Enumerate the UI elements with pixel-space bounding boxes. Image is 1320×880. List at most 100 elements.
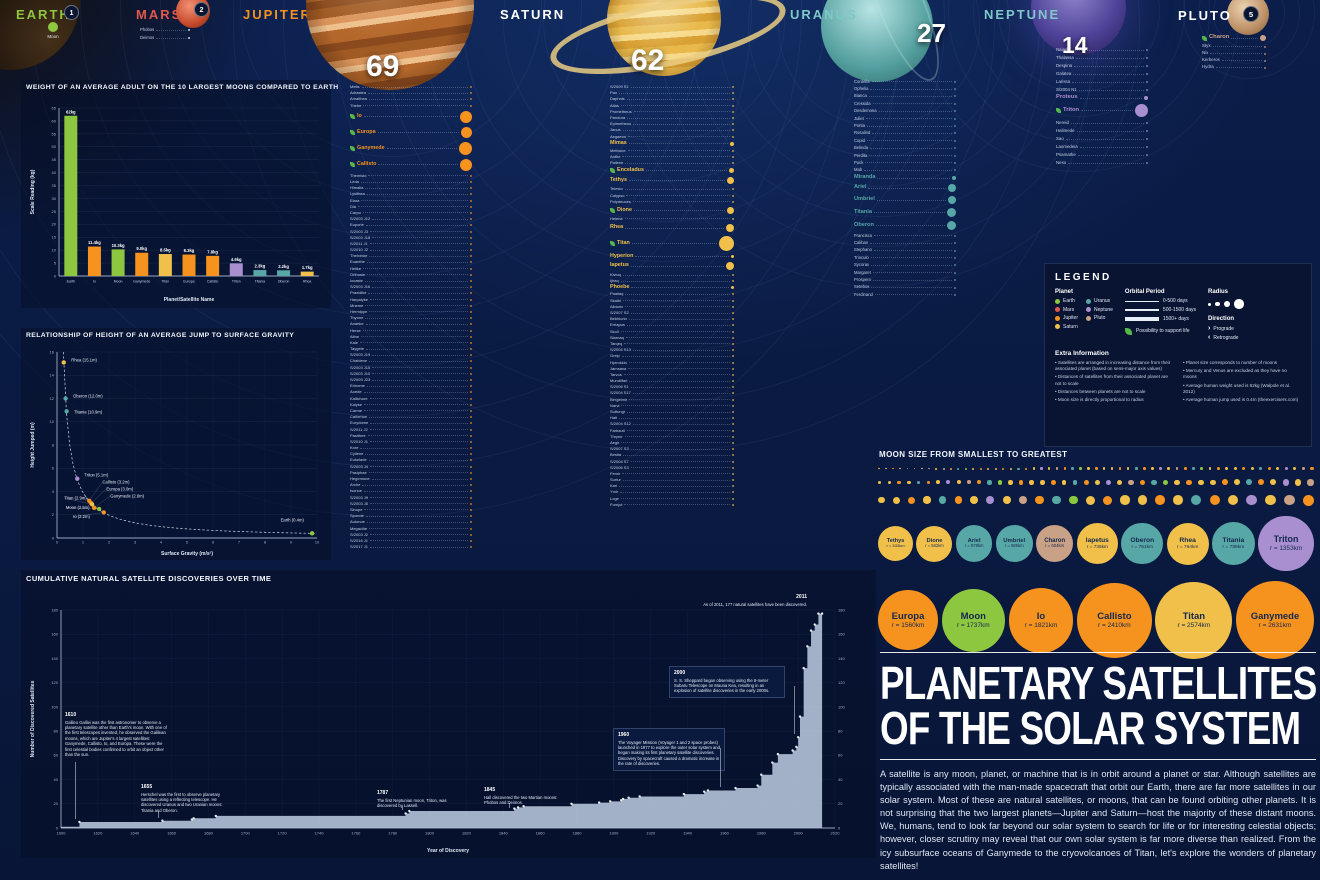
moon-row: Fornjot: [610, 502, 734, 508]
size-dot: [1079, 467, 1082, 470]
size-dot: [957, 467, 960, 470]
annotation-year: 1960: [618, 732, 630, 738]
size-dot: [1276, 467, 1280, 471]
moon-row: Himalia: [350, 185, 472, 191]
moon-name: S/2003 J23: [350, 377, 371, 383]
moon-name: Aitne: [350, 333, 360, 339]
moon-name: Surtur: [610, 477, 621, 483]
moon-row: S/2016 J1: [350, 538, 472, 544]
orbital-period-item: 0-500 days: [1124, 298, 1196, 304]
moon-size-circle-ganymede: Ganymede r = 2631km: [1236, 581, 1314, 660]
moon-name: Nix: [1202, 50, 1209, 56]
svg-text:1720: 1720: [278, 831, 288, 836]
moon-row: Methone: [610, 148, 734, 154]
moon-dot: [470, 236, 472, 239]
moon-dot: [954, 154, 956, 157]
svg-text:9.0kg: 9.0kg: [136, 246, 147, 251]
moon-name: Despina: [1056, 62, 1073, 68]
moon-dot: [732, 491, 734, 494]
annotation-line: [794, 686, 796, 735]
direction-label: Prograde: [1213, 325, 1234, 332]
legend-planet-item: Saturn: [1055, 324, 1078, 330]
moon-row: Titan: [610, 234, 734, 253]
size-dot: [1175, 467, 1179, 470]
moon-name: Mneme: [350, 302, 364, 308]
moon-row: Rhea: [610, 222, 734, 234]
size-dot: [1083, 479, 1089, 485]
annotation-year: 1845: [484, 787, 496, 793]
size-dot: [906, 467, 909, 470]
size-dot: [954, 496, 963, 504]
moon-name: Caliban: [854, 240, 869, 246]
life-leaf-icon: [350, 162, 355, 168]
svg-text:Earth: Earth: [67, 280, 75, 284]
moon-dot: [954, 147, 956, 150]
moon-row: Skoll: [610, 329, 734, 335]
moon-row: Tarvos: [610, 372, 734, 378]
moon-name: Hati: [610, 415, 618, 421]
moon-dot: [954, 102, 956, 105]
moon-name: Telesto: [610, 186, 623, 192]
orbital-period-line-icon: [1124, 317, 1159, 321]
moon-name: Aegir: [610, 439, 620, 445]
moon-row: Eukelade: [350, 457, 472, 463]
moon-dot: [1146, 89, 1148, 91]
moon-name: Methone: [610, 147, 626, 153]
life-leaf-icon: [1202, 35, 1207, 41]
moon-dot: [470, 453, 472, 456]
moon-row: Belinda: [854, 145, 956, 152]
moon-row: Orthosie: [350, 272, 472, 278]
life-leaf-icon: [610, 207, 615, 213]
moon-name: Pasiphae: [350, 469, 367, 475]
moon-row: Iapetus: [610, 260, 734, 272]
moon-dot: [470, 385, 472, 388]
moon-dot: [954, 161, 956, 164]
moon-name: Metis: [350, 84, 360, 90]
size-dot: [1017, 467, 1020, 470]
moon-size-name: Titania: [1222, 537, 1245, 545]
moon-dot: [732, 342, 734, 345]
svg-text:60: 60: [838, 753, 843, 758]
moon-row: Helike: [350, 266, 472, 272]
moon-name: Chaldene: [350, 358, 368, 364]
svg-text:25: 25: [52, 209, 57, 214]
moon-row: Ymir: [610, 489, 734, 495]
moon-name: Europa: [357, 128, 376, 135]
moon-dot: [1264, 45, 1266, 48]
moon-row: Iocaste: [350, 278, 472, 284]
moon-row: Portia: [854, 122, 956, 129]
moon-name: Jarnsaxa: [610, 365, 627, 371]
orbital-period-line-icon: [1124, 300, 1159, 302]
jupiter-swatch-icon: [1055, 315, 1060, 321]
svg-text:0: 0: [838, 825, 841, 830]
moon-row: Narvi: [610, 403, 734, 409]
svg-text:Number of Discovered Satellite: Number of Discovered Satellites: [30, 680, 36, 757]
annotation-year: 2000: [674, 670, 686, 676]
moon-name: Larissa: [1056, 78, 1071, 84]
annotation-1960: 1960 The Voyager Mission (Voyager 1 and 2…: [613, 728, 725, 771]
moon-dot: [732, 417, 734, 420]
moon-dot: [1264, 59, 1266, 62]
moon-row: Galatea: [1056, 70, 1148, 78]
moon-name: Prometheus: [610, 108, 632, 114]
moon-row: Psamathe: [1056, 151, 1148, 159]
moon-size-radius: r = 764km: [1176, 544, 1199, 550]
moon-name: Eukelade: [350, 457, 367, 463]
moon-dot: [470, 261, 472, 264]
moon-row: S/2010 J1: [350, 439, 472, 445]
svg-text:1760: 1760: [351, 831, 361, 836]
size-dot: [1120, 495, 1130, 505]
size-dot: [1233, 467, 1237, 471]
svg-text:8: 8: [52, 442, 55, 447]
svg-text:1820: 1820: [462, 831, 472, 836]
moon-row: Halimede: [1056, 127, 1148, 135]
moon-dot: [1146, 146, 1148, 148]
moon-name: Kale: [350, 339, 359, 345]
uranus-swatch-icon: [1086, 298, 1092, 304]
moon-dot: [470, 502, 472, 505]
intro-paragraph: A satellite is any moon, planet, or mach…: [880, 769, 1316, 871]
moon-dot: [731, 255, 734, 258]
moon-dot: [732, 435, 734, 438]
moon-size-name: Oberon: [1130, 537, 1155, 545]
moon-row: S/2011 J2: [350, 426, 472, 432]
